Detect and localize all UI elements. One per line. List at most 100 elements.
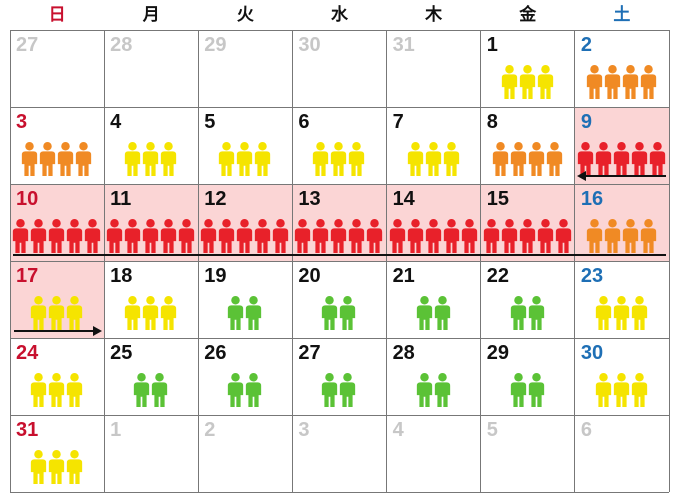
day-cell[interactable]: 24 [10,338,104,415]
day-number: 21 [392,265,415,287]
day-number: 29 [486,342,509,364]
day-cell[interactable]: 18 [104,261,198,338]
person-icon [30,373,47,407]
person-icon [143,219,159,253]
person-icon [246,296,262,330]
day-cell[interactable]: 6 [575,415,669,492]
day-number: 30 [298,34,321,56]
person-icon [510,142,526,176]
person-icon [349,219,365,253]
person-icon [595,373,612,407]
person-icon [30,296,47,330]
day-cell[interactable]: 8 [481,107,575,184]
day-number: 3 [298,419,310,441]
person-icon [613,296,630,330]
day-cell[interactable]: 5 [481,415,575,492]
day-cell[interactable]: 17 [10,261,105,338]
day-cell[interactable]: 21 [387,261,481,338]
person-icon [407,142,423,176]
day-cell[interactable]: 3 [10,107,104,184]
person-icon [510,296,526,330]
person-icon [75,142,92,176]
day-cell[interactable]: 10 [10,184,105,261]
person-icon [313,219,329,253]
arrow-right-icon [93,326,103,336]
day-cell[interactable]: 28 [104,30,198,107]
crowd-level-indicator [198,219,292,253]
day-number: 2 [580,34,592,56]
day-cell[interactable]: 25 [104,338,198,415]
person-icon [586,65,603,99]
person-icon [66,219,83,253]
grid-line-horizontal [10,260,669,262]
day-cell[interactable]: 19 [198,261,292,338]
day-cell[interactable]: 16 [574,184,669,261]
crowd-level-indicator [10,450,104,484]
person-icon [349,142,365,176]
day-cell[interactable]: 2 [575,30,669,107]
day-cell[interactable]: 5 [198,107,292,184]
person-icon [295,219,311,253]
person-icon [237,219,253,253]
person-icon [483,219,499,253]
day-number: 12 [204,188,227,210]
day-cell[interactable]: 4 [387,415,481,492]
day-number: 28 [110,34,133,56]
day-cell[interactable]: 2 [198,415,292,492]
person-icon [161,296,177,330]
person-icon [519,65,535,99]
day-cell[interactable]: 3 [292,415,386,492]
day-cell[interactable]: 4 [104,107,198,184]
person-icon [510,373,526,407]
day-cell[interactable]: 9 [574,107,669,184]
day-cell[interactable]: 14 [386,184,481,261]
day-cell[interactable]: 11 [104,184,199,261]
person-icon [443,142,459,176]
day-number: 4 [110,111,122,133]
crowd-level-indicator [387,296,481,330]
person-icon [66,296,83,330]
crowd-level-indicator [387,373,481,407]
day-cell[interactable]: 29 [481,338,575,415]
day-cell[interactable]: 27 [10,30,104,107]
person-icon [84,219,101,253]
person-icon [640,219,657,253]
day-cell[interactable]: 23 [575,261,669,338]
person-icon [443,219,459,253]
day-cell[interactable]: 28 [387,338,481,415]
person-icon [622,65,639,99]
person-icon [492,142,508,176]
day-cell[interactable]: 26 [198,338,292,415]
weekday-header: 土 [613,5,631,25]
person-icon [48,373,65,407]
day-number: 11 [110,188,132,210]
day-cell[interactable]: 31 [10,415,104,492]
day-cell[interactable]: 20 [292,261,386,338]
day-cell[interactable]: 6 [292,107,386,184]
day-cell[interactable]: 27 [292,338,386,415]
crowd-level-indicator [292,373,386,407]
person-icon [143,142,159,176]
day-cell[interactable]: 12 [198,184,293,261]
period-arrow-line [582,175,666,177]
crowd-level-indicator [292,296,386,330]
day-number: 2 [204,419,216,441]
day-number: 5 [486,419,498,441]
day-number: 27 [298,342,321,364]
day-cell[interactable]: 1 [104,415,198,492]
day-cell[interactable]: 30 [575,338,669,415]
day-cell[interactable]: 30 [292,30,386,107]
day-cell[interactable]: 13 [292,184,387,261]
day-cell[interactable]: 22 [481,261,575,338]
day-cell[interactable]: 7 [387,107,481,184]
person-icon [255,142,271,176]
day-number: 29 [204,34,227,56]
day-cell[interactable]: 31 [387,30,481,107]
crowd-level-indicator [10,296,104,330]
person-icon [416,296,432,330]
day-cell[interactable]: 15 [480,184,575,261]
crowd-level-indicator [575,373,669,407]
day-cell[interactable]: 29 [198,30,292,107]
person-icon [604,65,621,99]
day-cell[interactable]: 1 [481,30,575,107]
